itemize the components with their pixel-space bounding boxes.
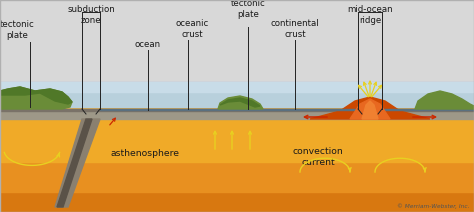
- Polygon shape: [218, 96, 263, 109]
- Polygon shape: [350, 99, 390, 119]
- Polygon shape: [0, 87, 72, 109]
- Polygon shape: [100, 109, 474, 110]
- Polygon shape: [100, 109, 474, 119]
- Bar: [0, 107, 474, 162]
- Text: asthenosphere: asthenosphere: [110, 149, 180, 159]
- Polygon shape: [57, 119, 92, 207]
- Text: continental
crust: continental crust: [271, 19, 319, 39]
- Text: oceanic
crust: oceanic crust: [175, 19, 209, 39]
- Text: tectonic
plate: tectonic plate: [231, 0, 265, 19]
- Bar: [0, 107, 474, 212]
- Text: tectonic
plate: tectonic plate: [0, 20, 35, 40]
- Polygon shape: [0, 82, 474, 107]
- Polygon shape: [220, 98, 260, 107]
- Text: mid-ocean
ridge: mid-ocean ridge: [347, 5, 393, 25]
- Polygon shape: [0, 87, 72, 104]
- Text: subduction
zone: subduction zone: [67, 5, 115, 25]
- Polygon shape: [415, 91, 474, 109]
- Bar: [0, 107, 474, 192]
- Polygon shape: [0, 109, 100, 119]
- Polygon shape: [55, 119, 100, 207]
- Polygon shape: [0, 109, 474, 111]
- Text: convection
current: convection current: [292, 147, 343, 167]
- Text: © Merriam-Webster, Inc.: © Merriam-Webster, Inc.: [398, 203, 470, 209]
- Polygon shape: [362, 101, 378, 119]
- Text: lithosphere: lithosphere: [178, 110, 230, 120]
- Bar: [0, 82, 474, 107]
- Polygon shape: [310, 97, 430, 119]
- Polygon shape: [0, 82, 474, 92]
- Text: ocean: ocean: [135, 40, 161, 49]
- Bar: [0, 0, 474, 107]
